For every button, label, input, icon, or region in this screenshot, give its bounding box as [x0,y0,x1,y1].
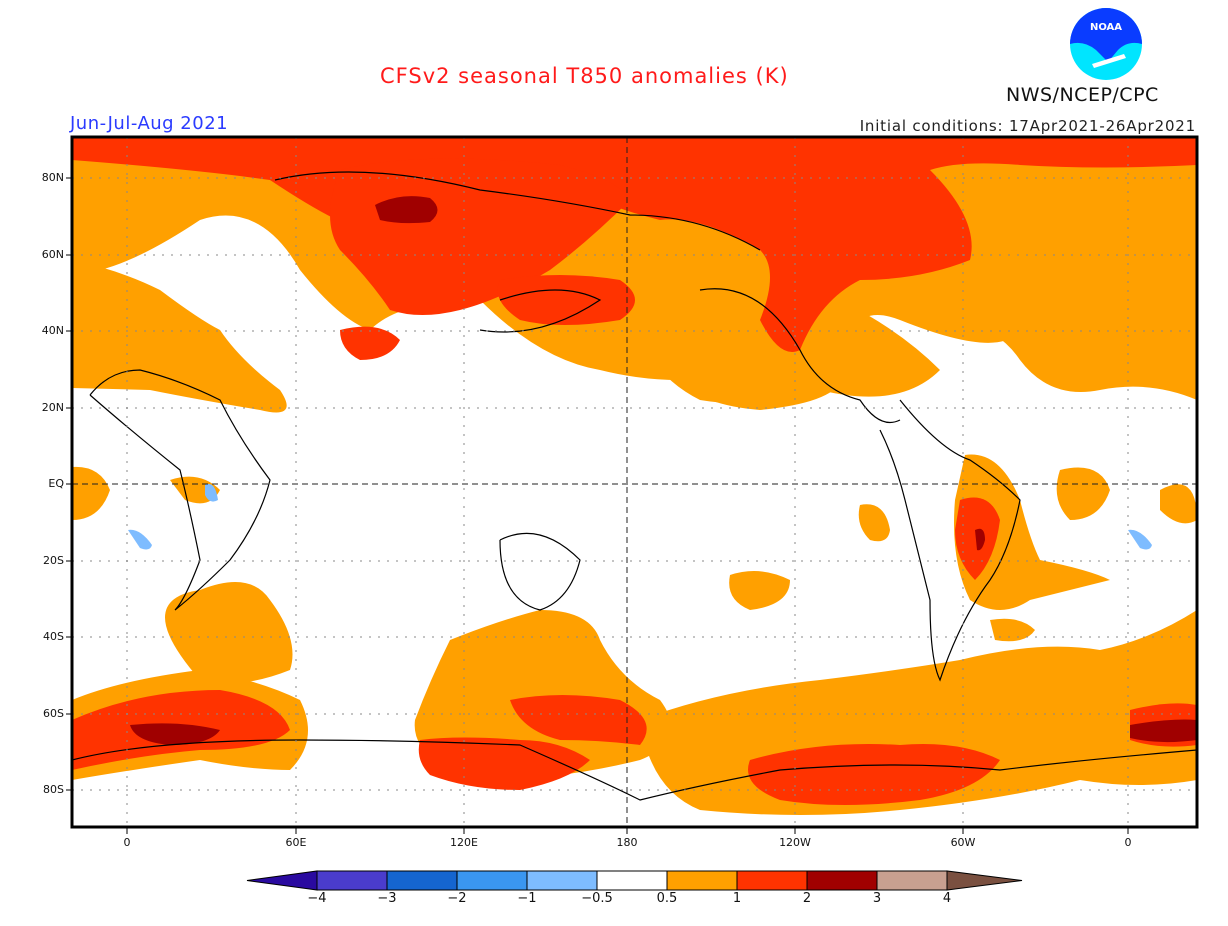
lat-label: 80S [43,783,64,796]
colorbar-label: −0.5 [581,891,613,906]
colorbar-label: 2 [802,891,812,906]
season-label: Jun-Jul-Aug 2021 [70,113,229,134]
colorbar-segment [666,870,738,891]
colorbar-segment [386,870,458,891]
lat-label: 40S [43,630,64,643]
agency-label: NWS/NCEP/CPC [1006,84,1159,106]
colorbar-segment [456,870,528,891]
colorbar-segment [736,870,808,891]
colorbar-segment [876,870,948,891]
colorbar-label: −1 [517,891,537,906]
map-frame [70,135,1199,829]
chart-title: CFSv2 seasonal T850 anomalies (K) [380,64,789,88]
anomaly-2-3-regions [130,196,1197,745]
lon-label: 60W [950,836,976,849]
initial-conditions-label: Initial conditions: 17Apr2021-26Apr2021 [859,117,1196,135]
grid-lines [72,137,1197,827]
lat-label: 60N [41,248,64,261]
lat-label: 80N [41,171,64,184]
colorbar-label: −4 [307,891,327,906]
lon-label: 120E [450,836,478,849]
colorbar-segment [596,870,668,891]
axis-ticks [66,177,1129,834]
noaa-logo-text: NOAA [1090,22,1122,33]
colorbar-segment [316,870,388,891]
colorbar-label: −2 [447,891,467,906]
lat-label: 40N [41,324,64,337]
colorbar-segment [526,870,598,891]
colorbar-label: 1 [732,891,742,906]
colorbar-label: −3 [377,891,397,906]
colorbar-label: 3 [872,891,882,906]
lon-label: 0 [123,836,131,849]
lon-label: 180 [616,836,638,849]
lon-label: 120W [779,836,811,849]
noaa-logo: NOAA [1068,6,1144,82]
colorbar-arrow-high [946,870,1023,891]
colorbar-arrow-low [246,870,318,891]
lat-label: 20S [43,554,64,567]
lat-label: 60S [43,707,64,720]
lon-label: 60E [285,836,307,849]
lon-label: 0 [1124,836,1132,849]
lat-label: EQ [48,477,64,490]
colorbar-label: 4 [942,891,952,906]
colorbar-segment [806,870,878,891]
colorbar-label: 0.5 [656,891,678,906]
anomaly-negative-regions [128,484,1152,550]
lat-label: 20N [41,401,64,414]
